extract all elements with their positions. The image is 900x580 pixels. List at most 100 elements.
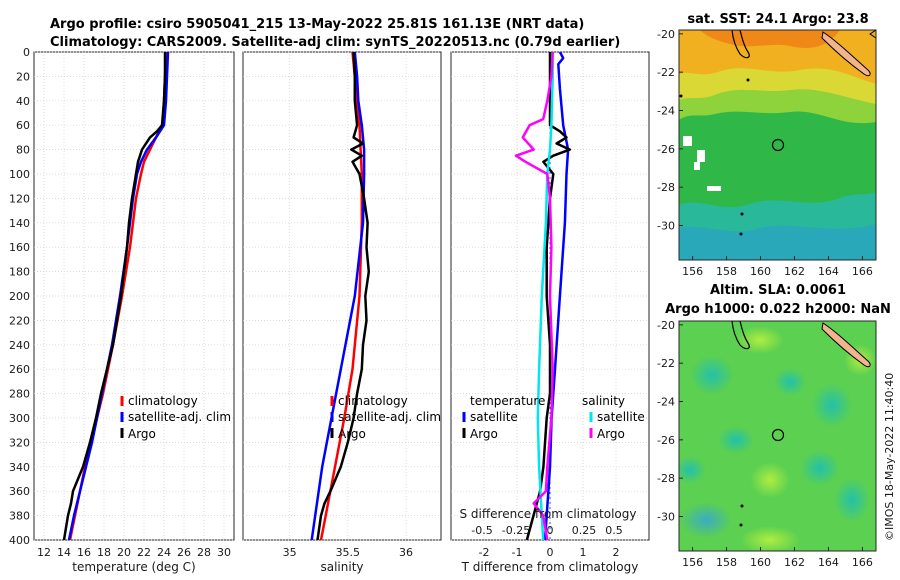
x-tick-label: 35 (283, 546, 297, 559)
sla-map-tick-labels: 156 158 160 162 164 166 -20 -22 -24 -26 -28 -30 (657, 319, 873, 569)
series-line-argo (316, 52, 371, 540)
series-line-temperature-satellite (543, 52, 570, 540)
salinity-difference-tick-label: 0.25 (572, 524, 597, 537)
latitude-tick-label: -20 (657, 28, 675, 41)
salinity-grid (243, 51, 441, 541)
x-tick-label: 28 (197, 546, 211, 559)
longitude-tick-label: 158 (716, 556, 737, 569)
sst-map-tick-labels: 156 158 160 162 164 166 -20 -22 -24 -26 -28 -30 (657, 28, 873, 278)
salinity-difference-tick-label: -0.5 (471, 524, 492, 537)
depth-tick-label: 260 (9, 363, 30, 376)
x-tick-label: -1 (512, 546, 523, 559)
figure-title-line2: Climatology: CARS2009. Satellite-adj cli… (50, 35, 620, 50)
latitude-tick-label: -24 (657, 396, 675, 409)
temperature-lines (62, 52, 170, 540)
longitude-tick-label: 162 (784, 556, 805, 569)
difference-legend: temperature salinity satellite Argo sate… (462, 394, 645, 441)
x-tick-label: 35.5 (336, 546, 361, 559)
salinity-axis-label: salinity (320, 560, 363, 574)
series-line-argo (62, 52, 167, 540)
depth-tick-label: 0 (23, 46, 30, 59)
series-line-salinity-satellite (536, 52, 554, 540)
longitude-tick-label: 164 (818, 265, 839, 278)
legend-label-sal-argo: Argo (597, 427, 625, 441)
salinity-difference-label: S difference from climatology (460, 507, 637, 521)
depth-tick-label: 180 (9, 266, 30, 279)
sst-map-field (679, 30, 876, 260)
depth-tick-label: 400 (9, 534, 30, 547)
depth-tick-label: 40 (16, 95, 30, 108)
legend-label-climatology: climatology (338, 394, 408, 408)
x-tick-label: 18 (97, 546, 111, 559)
longitude-tick-label: 160 (750, 265, 771, 278)
sst-map-panel: sat. SST: 24.1 Argo: 23.8 (657, 12, 877, 278)
sst-map-title: sat. SST: 24.1 Argo: 23.8 (687, 12, 868, 27)
depth-tick-labels: 0 20 40 60 80 100 120 140 160 180 200 220 240 260 280 3… (9, 46, 30, 547)
x-tick-label: 12 (37, 546, 51, 559)
x-tick-label: 26 (177, 546, 191, 559)
depth-tick-label: 200 (9, 290, 30, 303)
depth-tick-label: 340 (9, 461, 30, 474)
temperature-legend: climatology satellite-adj. clim Argo (120, 394, 231, 441)
depth-tick-label: 140 (9, 217, 30, 230)
salinity-difference-tick-label: 0 (547, 524, 554, 537)
latitude-tick-label: -30 (657, 220, 675, 233)
latitude-tick-label: -26 (657, 143, 675, 156)
salinity-panel: 35 35.5 36 salinity climatology satellite-… (242, 51, 442, 574)
longitude-tick-label: 164 (818, 556, 839, 569)
legend-label-argo: Argo (128, 427, 156, 441)
series-line-satellite-adj-clim (310, 52, 366, 540)
depth-tick-label: 300 (9, 412, 30, 425)
latitude-tick-label: -22 (657, 66, 675, 79)
x-tick-label: 14 (57, 546, 71, 559)
latitude-tick-label: -24 (657, 105, 675, 118)
latitude-tick-label: -22 (657, 357, 675, 370)
copyright-stamp: ©IMOS 18-May-2022 11:40:40 (883, 373, 896, 541)
depth-tick-label: 320 (9, 436, 30, 449)
x-tick-label: 2 (613, 546, 620, 559)
x-tick-label: -2 (479, 546, 490, 559)
x-tick-label: 16 (77, 546, 91, 559)
legend-label-satellite: satellite-adj. clim (128, 410, 231, 424)
x-tick-label: 1 (580, 546, 587, 559)
longitude-tick-label: 166 (852, 265, 873, 278)
temperature-axis-label: temperature (deg C) (72, 560, 195, 574)
difference-panel: -2 -1 0 1 2 -0.5 -0.25 0 0.25 0.5 T difference f… (450, 51, 650, 574)
depth-tick-label: 240 (9, 339, 30, 352)
legend-label-sal-satellite: satellite (597, 410, 645, 424)
salinity-lines (310, 52, 371, 540)
latitude-tick-label: -26 (657, 434, 675, 447)
sst-argo-marker (771, 138, 785, 152)
difference-lines (514, 52, 572, 540)
legend-label-argo: Argo (338, 427, 366, 441)
depth-tick-label: 100 (9, 168, 30, 181)
depth-tick-label: 80 (16, 144, 30, 157)
x-tick-label: 30 (217, 546, 231, 559)
depth-tick-label: 120 (9, 192, 30, 205)
depth-tick-label: 220 (9, 314, 30, 327)
x-tick-label: 22 (137, 546, 151, 559)
longitude-tick-label: 162 (784, 265, 805, 278)
salinity-difference-tick-label: 0.5 (605, 524, 623, 537)
x-tick-label: 20 (117, 546, 131, 559)
latitude-tick-label: -28 (657, 472, 675, 485)
sla-map-panel: Altim. SLA: 0.0061 Argo h1000: 0.022 h20… (657, 283, 891, 569)
x-tick-label: 36 (399, 546, 413, 559)
depth-tick-label: 160 (9, 241, 30, 254)
sla-argo-marker (771, 428, 785, 442)
salinity-legend: climatology satellite-adj. clim Argo (330, 394, 441, 441)
latitude-tick-label: -30 (657, 511, 675, 524)
depth-tick-label: 380 (9, 510, 30, 523)
sla-map-subtitle: Argo h1000: 0.022 h2000: NaN (665, 302, 891, 317)
salinity-tick-labels: 35 35.5 36 (283, 546, 413, 559)
depth-tick-label: 280 (9, 388, 30, 401)
x-tick-label: 0 (547, 546, 554, 559)
temperature-tick-labels: 12 14 16 18 20 22 24 26 28 30 (37, 546, 231, 559)
longitude-tick-label: 158 (716, 265, 737, 278)
legend-label-satellite: satellite-adj. clim (338, 410, 441, 424)
sst-map-frame (678, 29, 877, 261)
salinity-difference-tick-labels: -0.5 -0.25 0 0.25 0.5 (471, 524, 622, 537)
temperature-grid (34, 51, 234, 541)
temperature-panel: 0 20 40 60 80 100 120 140 160 180 200 220 240 260 280 3… (9, 46, 235, 574)
longitude-tick-label: 156 (682, 265, 703, 278)
